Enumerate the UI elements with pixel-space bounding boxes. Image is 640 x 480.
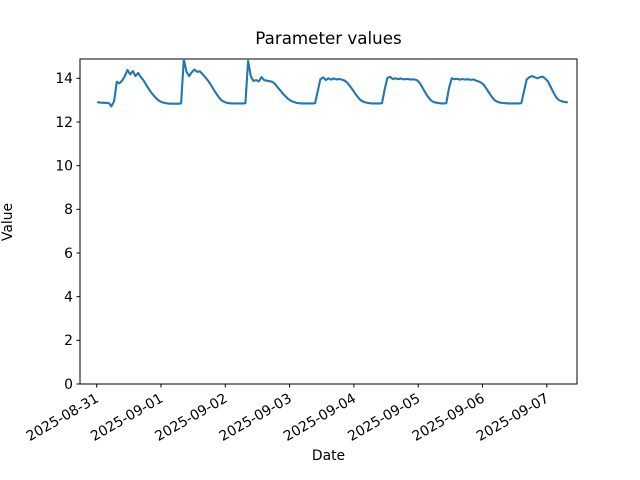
plot-frame: [79, 58, 578, 385]
x-tick-label: 2025-09-04: [281, 391, 359, 445]
x-tick-label: 2025-09-06: [410, 391, 488, 445]
x-tick-label: 2025-09-05: [345, 391, 423, 445]
chart-title: Parameter values: [255, 28, 402, 48]
y-tick-label: 0: [64, 377, 73, 393]
x-tick-label: 2025-08-31: [24, 391, 102, 445]
y-tick-label: 8: [64, 202, 73, 218]
data-line: [96, 58, 568, 108]
x-tick-label: 2025-09-02: [152, 391, 230, 445]
y-tick-label: 10: [55, 158, 73, 174]
x-tick-label: 2025-09-01: [88, 391, 166, 445]
y-tick-label: 4: [64, 289, 73, 305]
y-tick-label: 14: [55, 71, 73, 87]
x-tick-label: 2025-09-07: [474, 391, 552, 445]
y-tick-label: 2: [64, 333, 73, 349]
y-tick-label: 6: [64, 246, 73, 262]
x-axis-label: Date: [311, 448, 346, 464]
y-axis-label: Value: [0, 202, 16, 242]
x-tick-label: 2025-09-03: [217, 391, 295, 445]
y-tick-label: 12: [55, 115, 73, 131]
